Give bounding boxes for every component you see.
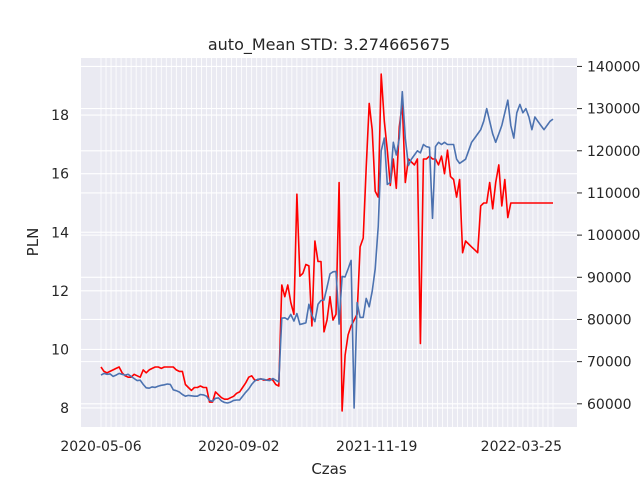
y-tick-label-left: 16 bbox=[51, 167, 69, 183]
y-tick-label-left: 12 bbox=[51, 284, 69, 300]
x-tick-label: 2020-05-06 bbox=[60, 439, 141, 455]
x-tick-label: 2022-03-25 bbox=[481, 439, 562, 455]
y-tick-label-right: 140000 bbox=[587, 59, 640, 75]
series-line-right-axis bbox=[100, 90, 554, 409]
y-tick-label-left: 8 bbox=[60, 401, 69, 417]
y-tick-label-left: 10 bbox=[51, 342, 69, 358]
y-tick-label-left: 14 bbox=[51, 225, 69, 241]
series-line-left-axis bbox=[100, 73, 553, 412]
y-tick-label-right: 130000 bbox=[587, 102, 640, 118]
series bbox=[100, 73, 554, 412]
x-axis-label: Czas bbox=[311, 460, 347, 478]
y-tick-label-right: 70000 bbox=[587, 355, 632, 371]
plot-background bbox=[81, 58, 577, 427]
y-tick-label-right: 60000 bbox=[587, 397, 632, 413]
y-axis-label: PLN bbox=[24, 228, 42, 257]
grid bbox=[81, 58, 577, 427]
y-tick-label-right: 90000 bbox=[587, 270, 632, 286]
y-tick-label-right: 110000 bbox=[587, 186, 640, 202]
axes: 8 10 12 14 16 18 60000 70000 80000 90000 100000 110… bbox=[51, 59, 640, 455]
chart-title: auto_Mean STD: 3.274665675 bbox=[208, 35, 450, 55]
y-tick-label-right: 80000 bbox=[587, 312, 632, 328]
x-tick-label: 2020-09-02 bbox=[198, 439, 279, 455]
x-tick-label: 2021-11-19 bbox=[336, 439, 417, 455]
y-tick-label-left: 18 bbox=[51, 108, 69, 124]
y-tick-label-right: 100000 bbox=[587, 228, 640, 244]
y-tick-label-right: 120000 bbox=[587, 144, 640, 160]
